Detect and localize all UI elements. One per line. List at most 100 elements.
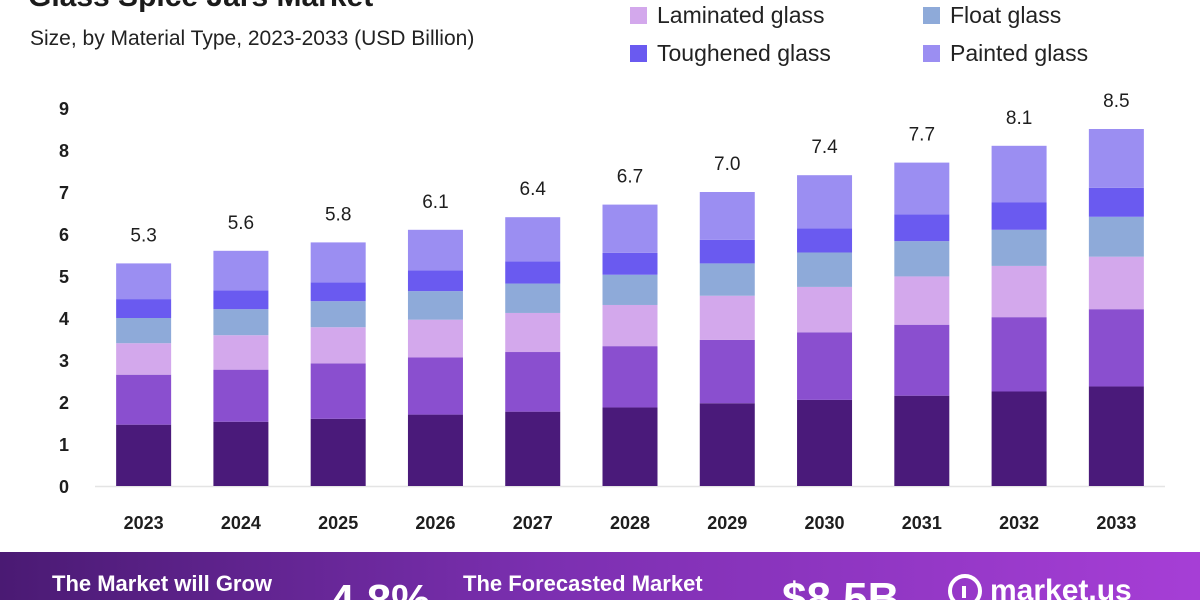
bar-segment bbox=[310, 282, 366, 302]
bar-segment bbox=[797, 175, 853, 229]
legend-label-painted-glass: Painted glass bbox=[950, 40, 1089, 66]
x-tick-label: 2031 bbox=[902, 513, 942, 533]
bar-segment bbox=[310, 363, 366, 419]
bar-segment bbox=[407, 357, 463, 415]
bar-segment bbox=[407, 319, 463, 358]
y-tick-label: 6 bbox=[59, 225, 69, 245]
bar-segment bbox=[602, 346, 658, 408]
bar-segment bbox=[602, 274, 658, 305]
bar-segment bbox=[699, 239, 755, 264]
brand-name: market.us bbox=[990, 574, 1132, 600]
bar-segment bbox=[505, 312, 561, 353]
banner-forecast-value: $8.5B bbox=[782, 574, 900, 600]
bar-segment bbox=[1088, 386, 1144, 486]
legend-label-float-glass: Float glass bbox=[950, 2, 1062, 28]
bar-total-label: 7.7 bbox=[909, 125, 935, 146]
bar-segment bbox=[991, 317, 1047, 392]
x-tick-label: 2024 bbox=[221, 513, 261, 533]
bar-segment bbox=[505, 411, 561, 486]
bar-total-label: 8.1 bbox=[1006, 108, 1032, 129]
x-tick-label: 2032 bbox=[999, 513, 1039, 533]
bar-segment bbox=[116, 263, 172, 300]
bar-segment bbox=[797, 332, 853, 400]
y-tick-label: 3 bbox=[59, 351, 69, 371]
bar-segment bbox=[894, 324, 950, 396]
bar-total-label: 6.4 bbox=[520, 179, 547, 200]
bar-segment bbox=[213, 250, 269, 291]
bar-segment bbox=[407, 270, 463, 292]
x-tick-label: 2029 bbox=[707, 513, 747, 533]
bar-segment bbox=[894, 276, 950, 325]
bar-segment bbox=[602, 407, 658, 486]
bar-total-label: 6.7 bbox=[617, 167, 643, 188]
bar-segment bbox=[1088, 309, 1144, 387]
bar-segment bbox=[797, 286, 853, 333]
bar-segment bbox=[116, 299, 172, 318]
bar-segment bbox=[894, 162, 950, 215]
legend-swatch-laminated-glass bbox=[630, 7, 647, 24]
y-tick-label: 2 bbox=[59, 393, 69, 413]
legend-swatch-painted-glass bbox=[923, 45, 940, 62]
legend-item-toughened-glass: Toughened glass bbox=[630, 40, 831, 67]
bar-segment bbox=[1088, 129, 1144, 188]
legend-label-laminated-glass: Laminated glass bbox=[657, 2, 825, 28]
x-tick-label: 2033 bbox=[1096, 513, 1136, 533]
banner-growth-text: The Market will Grow bbox=[52, 571, 273, 596]
bar-segment bbox=[310, 242, 366, 283]
legend-swatch-float-glass bbox=[923, 7, 940, 24]
bar-segment bbox=[116, 374, 172, 425]
bar-segment bbox=[991, 202, 1047, 230]
bar-segment bbox=[505, 283, 561, 313]
brand-logo-icon bbox=[948, 574, 982, 600]
bar-segment bbox=[602, 252, 658, 275]
y-tick-label: 9 bbox=[59, 99, 69, 119]
bar-segment bbox=[213, 335, 269, 370]
bar-segment bbox=[213, 369, 269, 422]
x-tick-label: 2028 bbox=[610, 513, 650, 533]
bar-segment bbox=[213, 309, 269, 336]
chart-legend: Laminated glass Float glass Toughened gl… bbox=[630, 0, 1200, 80]
bar-total-label: 5.6 bbox=[228, 213, 254, 234]
bar-total-label: 7.4 bbox=[811, 137, 838, 158]
legend-item-painted-glass: Painted glass bbox=[923, 40, 1088, 67]
bar-segment bbox=[797, 252, 853, 287]
page-title: Glass Spice Jars Market bbox=[28, 0, 373, 14]
y-tick-label: 4 bbox=[59, 309, 69, 329]
y-tick-label: 1 bbox=[59, 435, 69, 455]
bar-total-label: 5.3 bbox=[130, 225, 156, 246]
x-tick-label: 2027 bbox=[513, 513, 553, 533]
brand-link[interactable]: market.us bbox=[948, 574, 1132, 600]
bar-segment bbox=[699, 403, 755, 486]
bar-segment bbox=[310, 418, 366, 486]
page-subtitle: Size, by Material Type, 2023-2033 (USD B… bbox=[30, 27, 475, 50]
bar-total-label: 7.0 bbox=[714, 154, 740, 175]
bar-segment bbox=[894, 214, 950, 242]
bar-segment bbox=[310, 327, 366, 364]
bar-segment bbox=[602, 204, 658, 253]
bar-segment bbox=[1088, 187, 1144, 217]
bar-total-label: 6.1 bbox=[422, 192, 448, 213]
x-tick-label: 2030 bbox=[805, 513, 845, 533]
bar-segment bbox=[310, 301, 366, 328]
bar-segment bbox=[991, 265, 1047, 318]
y-tick-label: 7 bbox=[59, 183, 69, 203]
bar-segment bbox=[116, 343, 172, 375]
y-tick-label: 8 bbox=[59, 141, 69, 161]
bar-segment bbox=[602, 304, 658, 347]
bar-segment bbox=[699, 339, 755, 404]
bar-segment bbox=[407, 291, 463, 320]
bar-segment bbox=[1088, 256, 1144, 310]
y-tick-label: 5 bbox=[59, 267, 69, 287]
bar-segment bbox=[1088, 216, 1144, 257]
bar-segment bbox=[699, 295, 755, 340]
bar-segment bbox=[797, 228, 853, 253]
bar-segment bbox=[699, 263, 755, 296]
bar-segment bbox=[894, 241, 950, 277]
bar-segment bbox=[797, 399, 853, 486]
x-tick-label: 2026 bbox=[415, 513, 455, 533]
bar-segment bbox=[505, 261, 561, 284]
legend-item-float-glass: Float glass bbox=[923, 2, 1061, 29]
banner-forecast-text: The Forecasted Market bbox=[463, 571, 703, 596]
x-tick-label: 2025 bbox=[318, 513, 358, 533]
legend-label-toughened-glass: Toughened glass bbox=[657, 40, 831, 66]
